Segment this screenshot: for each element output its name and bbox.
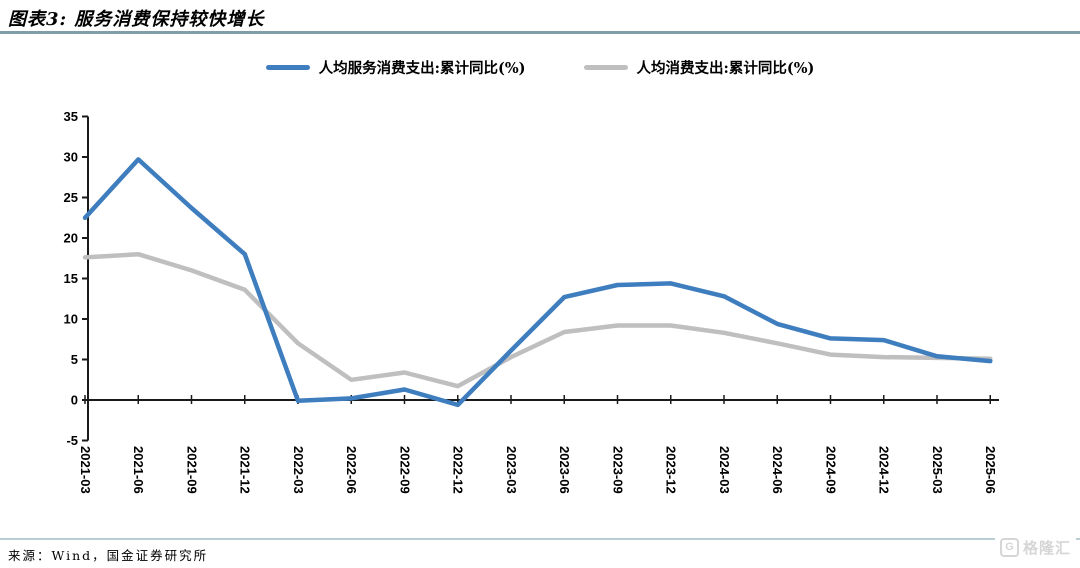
chart-title: 图表3: 服务消费保持较快增长: [8, 9, 265, 30]
svg-text:15: 15: [64, 271, 78, 286]
chart-legend: 人均服务消费支出:累计同比(%) 人均消费支出:累计同比(%): [0, 57, 1080, 78]
svg-text:2023-12: 2023-12: [664, 446, 679, 494]
legend-item-services: 人均服务消费支出:累计同比(%): [265, 57, 526, 78]
svg-text:20: 20: [64, 231, 78, 246]
legend-line-swatch-blue: [265, 65, 310, 70]
watermark: G 格隆汇: [994, 535, 1076, 560]
svg-text:30: 30: [64, 150, 78, 165]
gelonghui-logo-icon: G: [999, 538, 1019, 557]
svg-text:2025-03: 2025-03: [930, 446, 945, 494]
svg-text:2023-09: 2023-09: [610, 446, 625, 494]
svg-text:2021-03: 2021-03: [78, 446, 93, 494]
svg-text:2024-03: 2024-03: [717, 446, 732, 494]
svg-text:2021-12: 2021-12: [238, 446, 253, 494]
legend-label-services: 人均服务消费支出:累计同比(%): [318, 60, 526, 77]
watermark-text: 格隆汇: [1022, 540, 1071, 557]
svg-text:2024-09: 2024-09: [823, 446, 838, 494]
svg-text:25: 25: [64, 190, 78, 205]
svg-text:2022-12: 2022-12: [451, 446, 466, 494]
svg-text:2023-03: 2023-03: [504, 446, 519, 494]
svg-text:2024-06: 2024-06: [770, 446, 785, 494]
svg-text:2022-06: 2022-06: [344, 446, 359, 494]
svg-text:-5: -5: [66, 433, 78, 448]
svg-text:35: 35: [64, 109, 78, 124]
svg-text:2022-09: 2022-09: [397, 446, 412, 494]
svg-text:5: 5: [71, 352, 78, 367]
svg-text:2021-09: 2021-09: [184, 446, 199, 494]
bottom-divider: [0, 538, 1080, 540]
legend-label-total: 人均消费支出:累计同比(%): [636, 60, 815, 77]
svg-text:10: 10: [64, 312, 78, 327]
svg-text:2024-12: 2024-12: [877, 446, 892, 494]
svg-text:2022-03: 2022-03: [291, 446, 306, 494]
legend-line-swatch-gray: [583, 65, 628, 70]
line-chart: -5 0 5 10 15 20 25 30 35 2021-03 2021-06 2021-09 202…: [64, 109, 999, 494]
top-divider: [0, 31, 1080, 34]
svg-text:2025-06: 2025-06: [983, 446, 998, 494]
svg-text:2023-06: 2023-06: [557, 446, 572, 494]
source-note: 来源：Wind，国金证券研究所: [8, 548, 209, 563]
legend-item-total: 人均消费支出:累计同比(%): [583, 57, 815, 78]
svg-text:2021-06: 2021-06: [131, 446, 146, 494]
svg-text:0: 0: [71, 393, 78, 408]
